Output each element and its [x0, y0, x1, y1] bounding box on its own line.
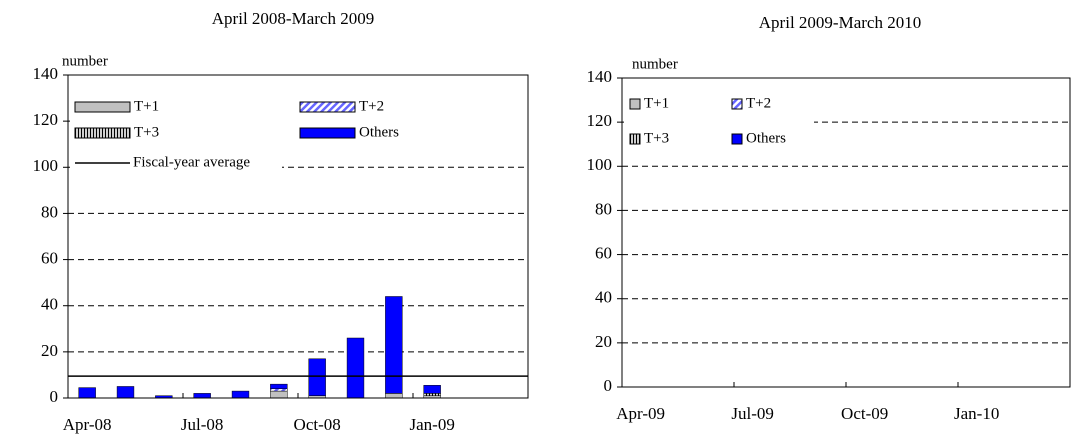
legend-swatch: [74, 101, 131, 113]
bar-segment: [193, 393, 211, 399]
y-axis-label: number: [632, 56, 678, 72]
x-tick-label: Jan-10: [954, 404, 999, 423]
chart-title: April 2008-March 2009: [212, 9, 374, 28]
bar-segment: [423, 385, 441, 394]
legend-background: [624, 86, 814, 150]
y-tick-label: 0: [50, 387, 59, 406]
y-tick-label: 40: [595, 288, 612, 307]
legend-background: [70, 86, 525, 148]
plot-frame: [67, 74, 529, 399]
x-tick-label: Jul-08: [181, 415, 224, 434]
x-tick-label: Apr-08: [63, 415, 112, 434]
legend-background: [70, 148, 282, 176]
y-tick-label: 140: [587, 67, 613, 86]
x-tick-label: Jan-09: [410, 415, 455, 434]
y-tick-label: 100: [587, 155, 613, 174]
bar-segment: [346, 337, 365, 399]
y-tick-label: 20: [595, 332, 612, 351]
y-tick-label: 40: [41, 295, 58, 314]
bar-segment: [231, 390, 250, 399]
legend-label: T+1: [134, 98, 159, 114]
y-tick-label: 60: [41, 248, 58, 267]
legend-label: Others: [359, 124, 399, 140]
legend-label: T+3: [134, 124, 159, 140]
legend-label: T+2: [746, 95, 771, 111]
legend-swatch: [299, 101, 356, 113]
bar-segment: [423, 393, 441, 396]
y-tick-label: 140: [33, 64, 59, 83]
legend-swatch: [74, 127, 131, 139]
legend-label: T+1: [644, 95, 669, 111]
y-tick-label: 0: [604, 376, 613, 395]
x-tick-label: Oct-08: [294, 415, 341, 434]
x-tick-label: Jul-09: [731, 404, 774, 423]
legend-label: T+3: [644, 130, 669, 146]
bar-segment: [385, 296, 403, 394]
chart-title: April 2009-March 2010: [759, 13, 921, 32]
bar-segment: [116, 386, 135, 399]
y-tick-label: 120: [33, 110, 59, 129]
bar-segment: [78, 387, 96, 399]
bar-segment: [270, 390, 288, 399]
y-tick-label: 20: [41, 341, 58, 360]
y-tick-label: 100: [33, 156, 59, 175]
legend-label: T+2: [359, 98, 384, 114]
plot-frame: [621, 77, 1071, 388]
bar-segment: [270, 383, 288, 390]
y-axis-label: number: [62, 53, 108, 69]
bar-segment: [270, 388, 288, 392]
y-tick-label: 60: [595, 243, 612, 262]
bar-segment: [308, 358, 326, 396]
legend-swatch: [731, 98, 743, 110]
legend-swatch: [299, 127, 356, 139]
legend-swatch: [629, 133, 641, 145]
y-tick-label: 120: [587, 111, 613, 130]
y-tick-label: 80: [41, 202, 58, 221]
legend-swatch: [731, 133, 743, 145]
x-tick-label: Apr-09: [616, 404, 665, 423]
legend-swatch: [629, 98, 641, 110]
bar-segment: [385, 393, 403, 399]
x-tick-label: Oct-09: [841, 404, 888, 423]
legend-label: Others: [746, 130, 786, 146]
y-tick-label: 80: [595, 199, 612, 218]
legend-label: Fiscal-year average: [133, 154, 250, 170]
